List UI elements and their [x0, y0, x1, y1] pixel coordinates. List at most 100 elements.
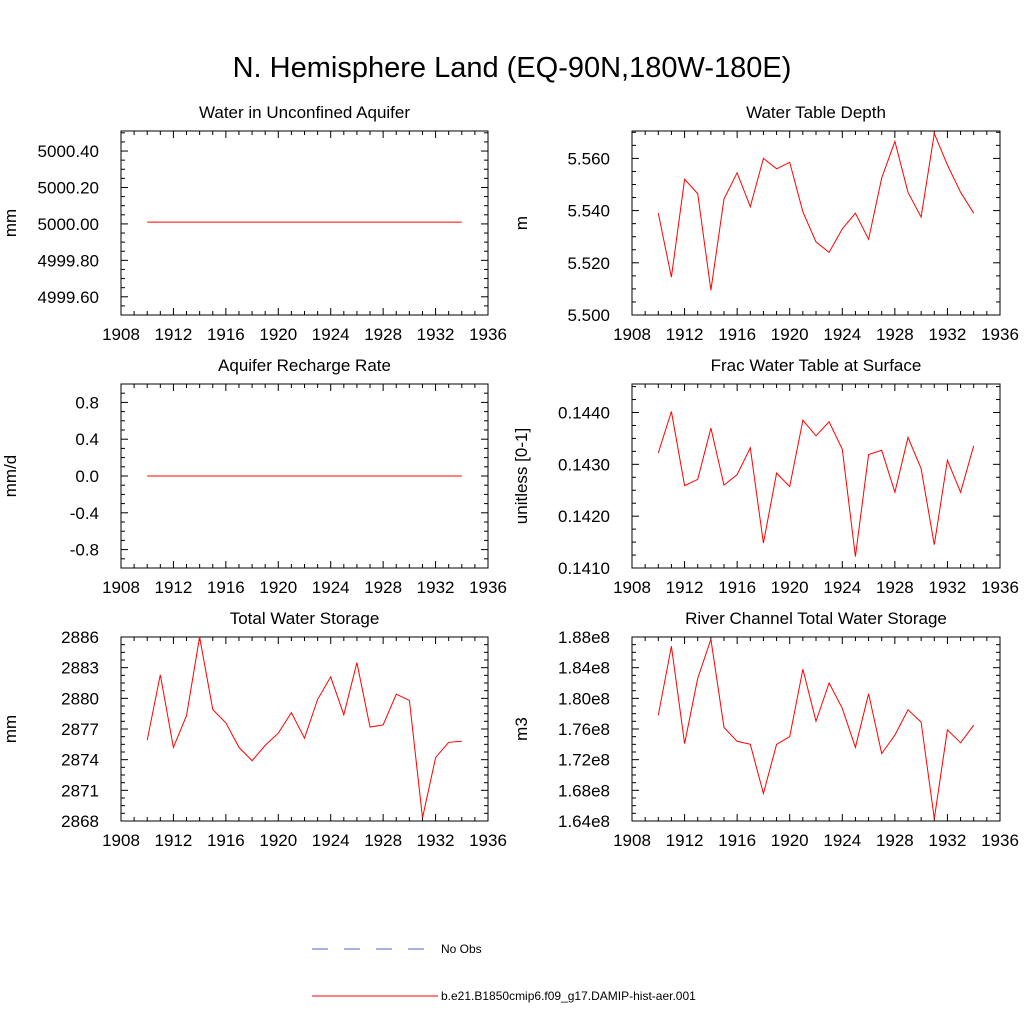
y-tick-label: 0.1440 [558, 404, 610, 423]
x-tick-label: 1932 [417, 578, 455, 597]
series-line [146, 636, 462, 819]
x-tick-label: 1916 [207, 578, 245, 597]
x-tick-label: 1920 [771, 831, 809, 850]
x-tick-label: 1908 [102, 831, 140, 850]
x-tick-label: 1920 [259, 325, 297, 344]
y-tick-label: -0.8 [70, 541, 99, 560]
x-tick-label: 1932 [417, 325, 455, 344]
y-tick-label: 2874 [61, 751, 99, 770]
y-tick-label: 1.72e8 [558, 751, 610, 770]
chart-panel-4: Frac Water Table at Surface unitless [0-1… [512, 356, 1019, 597]
y-tick-label: 0.1420 [558, 507, 610, 526]
x-tick-label: 1932 [417, 831, 455, 850]
chart-panel-3: Aquifer Recharge Rate mm/d 1908 1912 1916 192… [1, 356, 507, 597]
x-tick-label: 1916 [718, 831, 756, 850]
x-tick-label: 1924 [312, 325, 350, 344]
x-tick-label: 1912 [155, 578, 193, 597]
y-tick-label: 0.0 [75, 467, 99, 486]
legend: No Obs b.e21.B1850cmip6.f09_g17.DAMIP-hi… [312, 942, 696, 1003]
x-tick-label: 1936 [981, 325, 1019, 344]
y-tick-label: 0.4 [75, 430, 99, 449]
x-tick-label: 1928 [364, 325, 402, 344]
x-tick-label: 1908 [102, 325, 140, 344]
chart-panels: Water in Unconfined Aquifer mm 1908 1912 191… [1, 103, 1019, 850]
y-tick-label: 5000.40 [38, 142, 99, 161]
y-tick-label: 1.88e8 [558, 628, 610, 647]
series-line [657, 131, 975, 291]
chart-title: Water in Unconfined Aquifer [199, 103, 410, 122]
y-tick-label: -0.4 [70, 504, 99, 523]
chart-panel-2: Water Table Depth m 1908 1912 1916 1920 1924 19… [512, 103, 1019, 344]
x-tick-label: 1928 [876, 831, 914, 850]
x-tick-label: 1916 [718, 578, 756, 597]
chart-title: Total Water Storage [230, 609, 380, 628]
x-tick-label: 1928 [364, 831, 402, 850]
y-tick-label: 1.64e8 [558, 812, 610, 831]
x-tick-label: 1916 [207, 831, 245, 850]
x-tick-label: 1912 [666, 578, 704, 597]
x-tick-label: 1924 [823, 325, 861, 344]
x-tick-label: 1928 [364, 578, 402, 597]
y-tick-label: 5.520 [567, 254, 610, 273]
chart-title: Water Table Depth [746, 103, 886, 122]
series-line [657, 411, 975, 557]
x-tick-label: 1908 [102, 578, 140, 597]
x-tick-label: 1936 [469, 325, 507, 344]
y-tick-label: 5000.00 [38, 215, 99, 234]
y-tick-label: 1.68e8 [558, 781, 610, 800]
x-tick-label: 1936 [981, 831, 1019, 850]
x-tick-label: 1936 [469, 578, 507, 597]
x-tick-label: 1932 [929, 831, 967, 850]
x-tick-label: 1932 [929, 578, 967, 597]
y-tick-label: 2871 [61, 781, 99, 800]
y-tick-label: 0.1430 [558, 455, 610, 474]
y-tick-label: 1.76e8 [558, 720, 610, 739]
x-tick-label: 1924 [312, 578, 350, 597]
y-axis-label: m3 [512, 717, 531, 741]
x-tick-label: 1924 [312, 831, 350, 850]
y-tick-label: 2886 [61, 628, 99, 647]
series-line [657, 639, 975, 819]
x-tick-label: 1916 [718, 325, 756, 344]
y-axis-label: mm/d [1, 455, 20, 498]
y-axis-label: mm [1, 715, 20, 743]
y-tick-label: 5.560 [567, 149, 610, 168]
x-tick-label: 1924 [823, 578, 861, 597]
y-tick-label: 5.540 [567, 202, 610, 221]
plot-frame [120, 636, 489, 822]
x-tick-label: 1936 [469, 831, 507, 850]
x-tick-label: 1908 [613, 831, 651, 850]
x-tick-label: 1936 [981, 578, 1019, 597]
x-tick-label: 1920 [259, 831, 297, 850]
x-tick-label: 1928 [876, 578, 914, 597]
y-tick-label: 4999.60 [38, 288, 99, 307]
figure-title: N. Hemisphere Land (EQ-90N,180W-180E) [232, 52, 792, 84]
x-tick-label: 1928 [876, 325, 914, 344]
x-tick-label: 1920 [771, 325, 809, 344]
y-tick-label: 5000.20 [38, 178, 99, 197]
chart-title: River Channel Total Water Storage [685, 609, 947, 628]
y-axis-label: unitless [0-1] [512, 428, 531, 524]
x-tick-label: 1912 [666, 831, 704, 850]
y-tick-label: 5.500 [567, 306, 610, 325]
y-tick-label: 2877 [61, 720, 99, 739]
x-tick-label: 1920 [259, 578, 297, 597]
x-tick-label: 1912 [666, 325, 704, 344]
x-tick-label: 1908 [613, 325, 651, 344]
x-tick-label: 1916 [207, 325, 245, 344]
y-tick-label: 2880 [61, 689, 99, 708]
chart-title: Frac Water Table at Surface [711, 356, 922, 375]
chart-panel-1: Water in Unconfined Aquifer mm 1908 1912 191… [1, 103, 507, 344]
chart-panel-5: Total Water Storage mm 1908 1912 1916 1920 192… [1, 609, 507, 850]
y-axis-label: mm [1, 209, 20, 237]
chart-title: Aquifer Recharge Rate [218, 356, 391, 375]
y-tick-label: 1.84e8 [558, 659, 610, 678]
x-tick-label: 1932 [929, 325, 967, 344]
plot-frame [120, 130, 489, 316]
y-tick-label: 4999.80 [38, 251, 99, 270]
x-tick-label: 1924 [823, 831, 861, 850]
y-tick-label: 2883 [61, 659, 99, 678]
y-tick-label: 1.80e8 [558, 689, 610, 708]
